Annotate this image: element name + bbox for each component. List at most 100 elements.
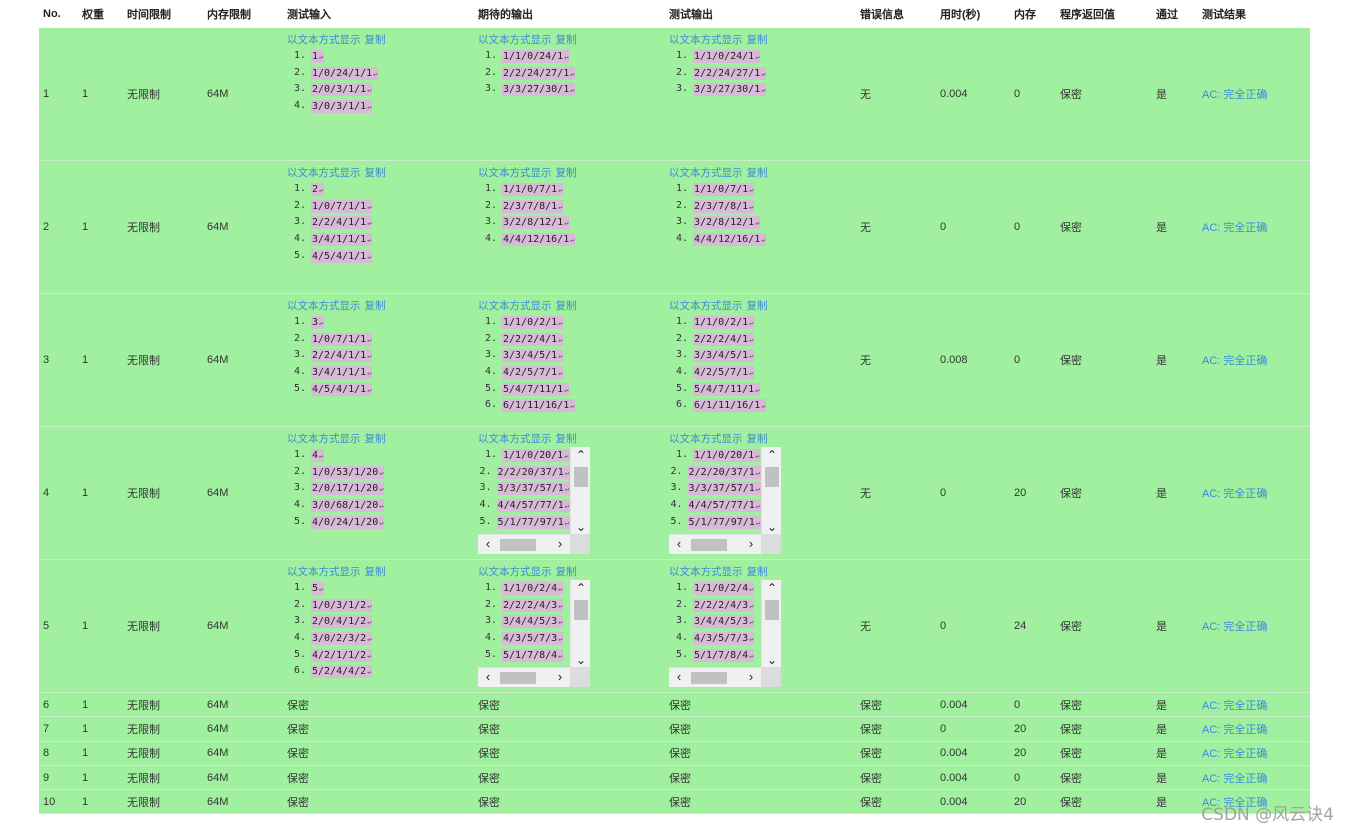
copy-link[interactable]: 复制 xyxy=(555,34,577,46)
copy-link[interactable]: 复制 xyxy=(555,433,577,445)
show-as-text-link[interactable]: 以文本方式显示 xyxy=(669,433,743,445)
scroll-up-icon[interactable]: ⌃ xyxy=(766,581,778,595)
scroll-left-icon[interactable]: ‹ xyxy=(676,669,682,684)
result-link[interactable]: AC: 完全正确 xyxy=(1202,488,1268,500)
scroll-right-icon[interactable]: › xyxy=(748,669,754,684)
copy-link[interactable]: 复制 xyxy=(555,167,577,179)
row-memory: 0 xyxy=(1014,771,1021,784)
result-link[interactable]: AC: 完全正确 xyxy=(1202,699,1268,712)
scroll-down-icon[interactable]: ⌄ xyxy=(766,520,778,534)
scroll-left-icon[interactable]: ‹ xyxy=(485,536,491,551)
result-link[interactable]: AC: 完全正确 xyxy=(1202,89,1268,101)
copy-link[interactable]: 复制 xyxy=(555,566,577,578)
show-as-text-link[interactable]: 以文本方式显示 xyxy=(478,167,552,179)
copy-link[interactable]: 复制 xyxy=(364,34,386,46)
scroll-up-icon[interactable]: ⌃ xyxy=(766,448,778,462)
line-text: 1/1/0/24/1 xyxy=(502,50,570,63)
show-as-text-link[interactable]: 以文本方式显示 xyxy=(287,167,361,179)
code-line: 4. 3/0/2/3/2 xyxy=(287,630,474,647)
copy-link[interactable]: 复制 xyxy=(746,566,768,578)
scroll-right-icon[interactable]: › xyxy=(557,669,563,684)
row-mem-limit: 64M xyxy=(207,747,229,760)
scroll-down-icon[interactable]: ⌄ xyxy=(766,653,778,667)
scroll-left-icon[interactable]: ‹ xyxy=(676,536,682,551)
code-line: 1. 1/1/0/2/1 xyxy=(478,314,665,331)
line-text: 2 xyxy=(311,183,325,196)
scroll-thumb[interactable] xyxy=(574,467,588,487)
show-as-text-link[interactable]: 以文本方式显示 xyxy=(478,566,552,578)
copy-link[interactable]: 复制 xyxy=(364,167,386,179)
result-link[interactable]: AC: 完全正确 xyxy=(1202,222,1268,234)
copy-link[interactable]: 复制 xyxy=(746,433,768,445)
scroll-down-icon[interactable]: ⌄ xyxy=(575,520,587,534)
scroll-up-icon[interactable]: ⌃ xyxy=(575,581,587,595)
copy-link[interactable]: 复制 xyxy=(555,300,577,312)
test-output-list: 1. 1/1/0/2/1 2. 2/2/2/4/1 3. 3/3/4/5/1 4. 4/2/5… xyxy=(669,314,856,414)
copy-link[interactable]: 复制 xyxy=(364,433,386,445)
copy-link[interactable]: 复制 xyxy=(364,566,386,578)
row-error: 无 xyxy=(860,89,871,101)
row-pass: 是 xyxy=(1156,723,1167,736)
show-as-text-link[interactable]: 以文本方式显示 xyxy=(287,566,361,578)
show-as-text-link[interactable]: 以文本方式显示 xyxy=(669,566,743,578)
code-line: 3. 3/3/4/5/1 xyxy=(669,347,856,364)
row-time: 0 xyxy=(940,620,947,632)
expected-output-scrollbox[interactable]: 1.1/1/0/20/12.2/2/20/37/13.3/3/37/57/14.… xyxy=(478,447,590,554)
scroll-left-icon[interactable]: ‹ xyxy=(485,669,491,684)
test-output-scrollbox[interactable]: 1. 1/1/0/2/4 2. 2/2/2/4/3 3. 3/4/4/5/3 4. 4/3/5… xyxy=(669,580,781,687)
show-as-text-link[interactable]: 以文本方式显示 xyxy=(478,34,552,46)
scroll-thumb[interactable] xyxy=(574,600,588,620)
scroll-thumb[interactable] xyxy=(500,539,536,551)
line-number: 4. xyxy=(484,632,497,644)
row-return-value: 保密 xyxy=(1060,621,1082,633)
copy-link[interactable]: 复制 xyxy=(746,300,768,312)
line-text: 2/2/2/4/1 xyxy=(693,332,755,346)
test-input-list: 1.42.1/0/53/1/203.2/0/17/1/204.3/0/68/1/… xyxy=(287,447,474,530)
scroll-thumb[interactable] xyxy=(691,672,727,684)
copy-link[interactable]: 复制 xyxy=(364,300,386,312)
row-time: 0.004 xyxy=(940,747,968,760)
test-output-scrollbox[interactable]: 1.1/1/0/20/12.2/2/20/37/13.3/3/37/57/14.… xyxy=(669,447,781,554)
show-as-text-link[interactable]: 以文本方式显示 xyxy=(669,34,743,46)
scroll-thumb[interactable] xyxy=(765,600,779,620)
scroll-thumb[interactable] xyxy=(765,467,779,487)
line-text: 1/0/7/1/1 xyxy=(311,199,373,213)
result-link[interactable]: AC: 完全正确 xyxy=(1202,355,1268,367)
result-link[interactable]: AC: 完全正确 xyxy=(1202,621,1268,633)
vertical-scrollbar[interactable]: ⌃ ⌄ xyxy=(570,447,590,537)
scroll-down-icon[interactable]: ⌄ xyxy=(575,653,587,667)
scroll-thumb[interactable] xyxy=(691,539,727,551)
scroll-up-icon[interactable]: ⌃ xyxy=(575,448,587,462)
code-line: 3. 2/2/4/1/1 xyxy=(287,214,474,231)
show-as-text-link[interactable]: 以文本方式显示 xyxy=(287,300,361,312)
show-as-text-link[interactable]: 以文本方式显示 xyxy=(669,300,743,312)
horizontal-scrollbar[interactable]: ‹ › xyxy=(478,534,570,554)
result-link[interactable]: AC: 完全正确 xyxy=(1202,796,1268,809)
copy-link[interactable]: 复制 xyxy=(746,34,768,46)
show-as-text-link[interactable]: 以文本方式显示 xyxy=(669,167,743,179)
horizontal-scrollbar[interactable]: ‹ › xyxy=(669,534,761,554)
vertical-scrollbar[interactable]: ⌃ ⌄ xyxy=(570,580,590,670)
line-text: 5/2/4/4/2 xyxy=(311,665,373,679)
expected-output-scrollbox[interactable]: 1. 1/1/0/2/4 2. 2/2/2/4/3 3. 3/4/4/5/3 4. 4/3/5… xyxy=(478,580,590,687)
copy-link[interactable]: 复制 xyxy=(746,167,768,179)
line-text: 1/1/0/7/1 xyxy=(693,183,755,196)
result-link[interactable]: AC: 完全正确 xyxy=(1202,748,1268,761)
code-line: 5. 5/1/77/97/1 xyxy=(478,514,570,531)
show-as-text-link[interactable]: 以文本方式显示 xyxy=(287,433,361,445)
scroll-thumb[interactable] xyxy=(500,672,536,684)
horizontal-scrollbar[interactable]: ‹ › xyxy=(669,667,761,687)
horizontal-scrollbar[interactable]: ‹ › xyxy=(478,667,570,687)
line-text: 4/2/5/7/1 xyxy=(693,366,755,380)
show-as-text-link[interactable]: 以文本方式显示 xyxy=(478,433,552,445)
row-time: 0 xyxy=(940,487,947,499)
vertical-scrollbar[interactable]: ⌃ ⌄ xyxy=(761,580,781,670)
scroll-right-icon[interactable]: › xyxy=(557,536,563,551)
result-link[interactable]: AC: 完全正确 xyxy=(1202,772,1268,785)
vertical-scrollbar[interactable]: ⌃ ⌄ xyxy=(761,447,781,537)
show-as-text-link[interactable]: 以文本方式显示 xyxy=(287,34,361,46)
result-link[interactable]: AC: 完全正确 xyxy=(1202,723,1268,736)
test-output-list: 1. 1/1/0/2/4 2. 2/2/2/4/3 3. 3/4/4/5/3 4. 4/3/5… xyxy=(669,580,761,663)
show-as-text-link[interactable]: 以文本方式显示 xyxy=(478,300,552,312)
scroll-right-icon[interactable]: › xyxy=(748,536,754,551)
